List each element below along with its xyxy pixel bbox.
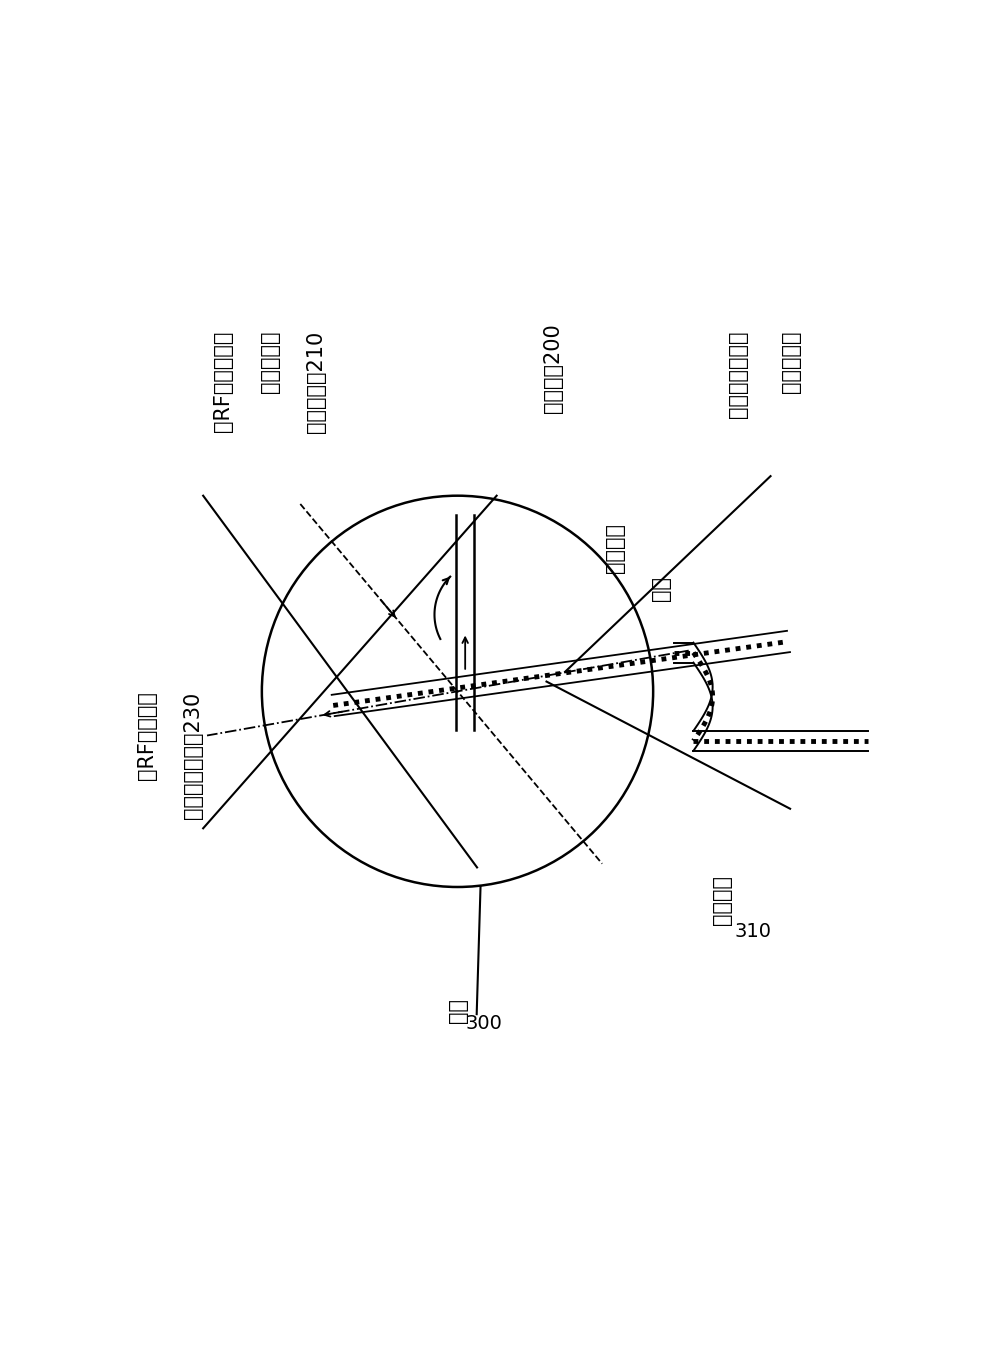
Text: 天线: 天线 (447, 998, 467, 1023)
Text: 之间的连接: 之间的连接 (781, 331, 801, 393)
Text: 当RF的改变速率: 当RF的改变速率 (214, 331, 234, 433)
Text: 射束位置的位点230: 射束位置的位点230 (183, 691, 203, 819)
Text: 方向: 方向 (650, 576, 671, 601)
Text: 位置的位点210: 位置的位点210 (306, 331, 326, 433)
Text: 当RF最小时的: 当RF最小时的 (137, 691, 156, 780)
Text: 300: 300 (466, 1013, 503, 1032)
Text: 加速间隙200: 加速间隙200 (544, 323, 563, 413)
Text: 同轴电缆与天线: 同轴电缆与天线 (728, 331, 747, 419)
Text: 同轴电缆: 同轴电缆 (712, 876, 733, 925)
Text: 最小的射束: 最小的射束 (259, 331, 279, 393)
Text: 射束旋转: 射束旋转 (605, 523, 625, 572)
Text: 310: 310 (735, 921, 771, 941)
